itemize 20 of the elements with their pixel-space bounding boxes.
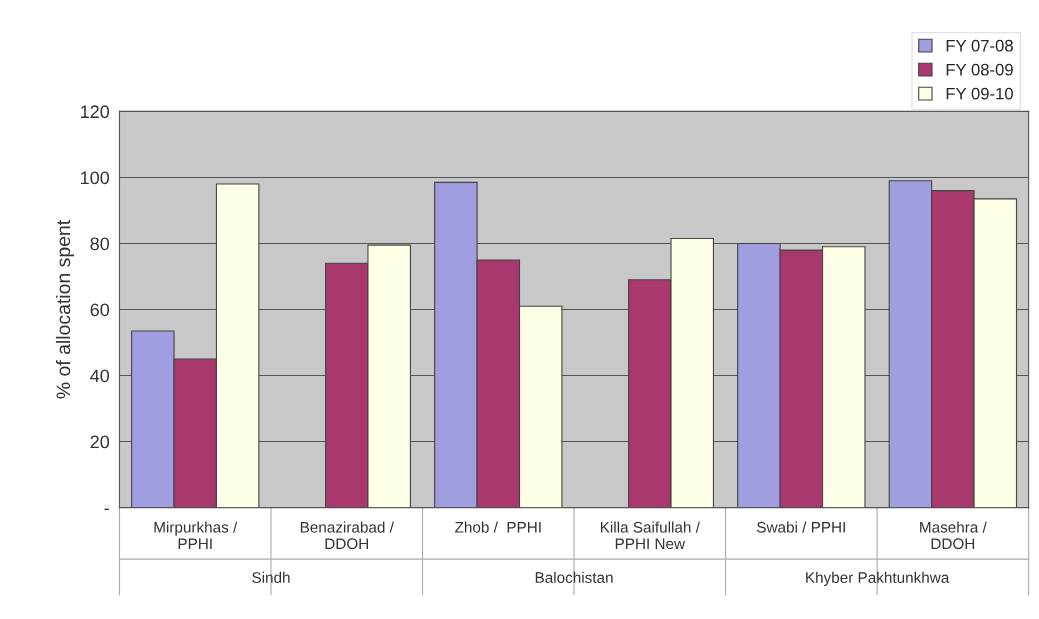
y-tick-label: 60 [90,303,110,317]
y-tick-label: 120 [81,105,110,119]
x-tick-label: Swabi / PPHI [757,521,845,533]
y-tick-label: 100 [81,171,110,185]
y-tick-label: 80 [90,237,110,251]
x-tick-label: Masehra / DDOH [920,521,987,550]
legend-label: FY 07-08 [946,39,1013,52]
legend-label: FY 08-09 [946,63,1013,76]
y-tick-label: 20 [90,435,110,449]
x-tick-label: Zhob / PPHI [455,521,541,533]
y-tick-label: 40 [90,369,110,383]
y-tick-label: - [104,508,109,511]
x-tick-label: Benazirabad / DDOH [300,521,394,550]
legend-label: FY 09-10 [946,87,1013,100]
text: Sindh [252,571,290,583]
text: Balochistan [535,571,613,583]
x-tick-label: Killa Saifullah / PPHI New [600,521,700,550]
text: Khyber Pakhtunkhwa [806,571,950,587]
y-axis-title: % of allocation spent [55,219,75,399]
x-tick-label: Mirpurkhas / PPHI [154,521,238,549]
